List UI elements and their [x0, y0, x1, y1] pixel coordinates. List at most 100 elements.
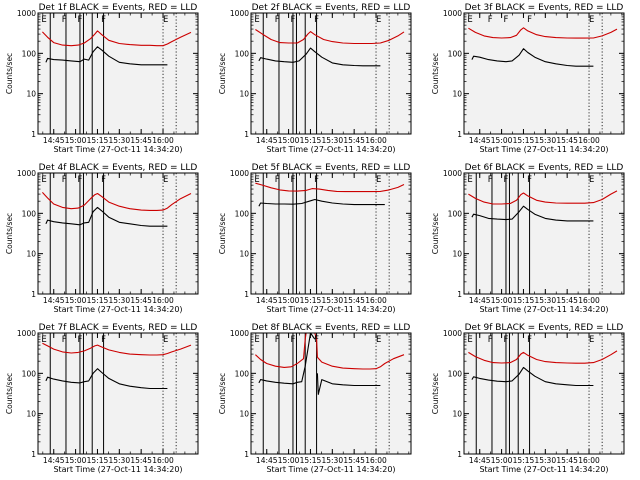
- x-tick-label: 16:00: [152, 456, 174, 465]
- flag-label: E: [254, 15, 259, 25]
- flag-label: E: [589, 15, 594, 25]
- x-axis-label: Start Time (27-Oct-11 14:34:20): [266, 305, 395, 314]
- events-series-line: [471, 48, 594, 67]
- x-tick-label: 14:45: [469, 296, 491, 305]
- events-series-line: [45, 368, 168, 390]
- x-axis-label: Start Time (27-Oct-11 14:34:20): [53, 145, 182, 154]
- flag-label: E: [376, 175, 381, 185]
- x-tick-label: 16:00: [365, 136, 387, 145]
- plot-area: [251, 333, 411, 454]
- y-tick-label: 1000: [17, 9, 36, 18]
- flag-label: E: [163, 175, 168, 185]
- x-tick-label: 15:30: [108, 296, 130, 305]
- flag-label: E: [163, 335, 168, 345]
- events-series-line: [471, 366, 594, 387]
- flag-label: F: [488, 15, 493, 25]
- x-tick-label: 15:15: [300, 296, 322, 305]
- y-tick-label: 10: [239, 90, 249, 99]
- chart-panel: 1 10 100 1000 14:45 15:00 15:15 15:30 15:45 16:00…: [5, 323, 199, 474]
- y-tick-label: 10: [452, 90, 462, 99]
- chart-title: Det 7f BLACK = Events, RED = LLD: [39, 323, 198, 333]
- chart-panel: 1 10 100 1000 14:45 15:00 15:15 15:30 15:45 16:00…: [218, 3, 412, 154]
- y-tick-label: 100: [448, 369, 463, 378]
- x-tick-label: 15:15: [87, 456, 109, 465]
- y-axis-label: Counts/sec: [431, 373, 440, 414]
- chart-panel: 1 10 100 1000 14:45 15:00 15:15 15:30 15:45 16:00…: [218, 163, 412, 314]
- flag-label: E: [254, 175, 259, 185]
- x-tick-label: 15:30: [534, 136, 556, 145]
- x-tick-label: 15:45: [556, 136, 578, 145]
- y-tick-label: 1000: [17, 169, 36, 178]
- x-axis-label: Start Time (27-Oct-11 14:34:20): [53, 305, 182, 314]
- x-tick-label: 15:00: [65, 296, 87, 305]
- flag-label: F: [275, 15, 280, 25]
- lld-series-line: [468, 27, 618, 39]
- x-tick-label: 15:00: [491, 456, 513, 465]
- events-series-line: [258, 332, 381, 395]
- flag-label: F: [62, 15, 67, 25]
- x-tick-label: 15:15: [300, 136, 322, 145]
- events-series-line: [258, 47, 381, 67]
- y-tick-label: 1: [31, 450, 36, 459]
- x-tick-label: 15:15: [87, 296, 109, 305]
- x-tick-label: 15:00: [278, 136, 300, 145]
- x-tick-label: 15:15: [513, 136, 535, 145]
- flag-label: F: [78, 335, 83, 345]
- chart-title: Det 8f BLACK = Events, RED = LLD: [252, 323, 411, 333]
- flag-label: F: [527, 15, 532, 25]
- flag-label: F: [275, 335, 280, 345]
- x-tick-label: 16:00: [365, 456, 387, 465]
- flag-label: E: [376, 335, 381, 345]
- axes-frame: [37, 12, 199, 135]
- flag-label: F: [101, 15, 106, 25]
- y-tick-label: 100: [448, 209, 463, 218]
- y-tick-label: 100: [22, 209, 37, 218]
- y-tick-label: 1000: [230, 329, 249, 338]
- flag-label: E: [589, 175, 594, 185]
- x-tick-label: 16:00: [152, 296, 174, 305]
- y-axis-label: Counts/sec: [5, 53, 14, 94]
- y-tick-label: 10: [26, 410, 36, 419]
- flag-label: F: [291, 15, 296, 25]
- x-tick-label: 14:45: [469, 456, 491, 465]
- y-axis-label: Counts/sec: [218, 373, 227, 414]
- flag-label: E: [254, 335, 259, 345]
- plot-area: [251, 173, 411, 294]
- axes-frame: [250, 172, 412, 295]
- y-tick-label: 1: [244, 290, 249, 299]
- flag-label: F: [314, 335, 319, 345]
- y-tick-label: 100: [22, 49, 37, 58]
- lld-series-line: [42, 342, 192, 356]
- x-tick-label: 15:30: [321, 456, 343, 465]
- y-tick-label: 1: [457, 130, 462, 139]
- x-tick-label: 15:00: [491, 136, 513, 145]
- y-tick-label: 10: [26, 250, 36, 259]
- x-tick-label: 15:00: [491, 296, 513, 305]
- y-tick-label: 10: [239, 410, 249, 419]
- y-axis-label: Counts/sec: [5, 213, 14, 254]
- chart-panel: 1 10 100 1000 14:45 15:00 15:15 15:30 15:45 16:00…: [431, 323, 625, 474]
- axes-frame: [463, 172, 625, 295]
- x-tick-label: 15:00: [278, 456, 300, 465]
- flag-label: E: [589, 335, 594, 345]
- plot-area: [464, 333, 624, 454]
- x-tick-label: 15:30: [108, 136, 130, 145]
- x-tick-label: 14:45: [43, 456, 65, 465]
- x-tick-label: 15:45: [343, 296, 365, 305]
- y-tick-label: 10: [452, 410, 462, 419]
- flag-label: E: [376, 15, 381, 25]
- x-tick-label: 14:45: [256, 296, 278, 305]
- x-tick-label: 14:45: [469, 136, 491, 145]
- flag-label: F: [101, 335, 106, 345]
- x-tick-label: 15:45: [130, 296, 152, 305]
- chart-title: Det 6f BLACK = Events, RED = LLD: [465, 163, 624, 173]
- chart-title: Det 9f BLACK = Events, RED = LLD: [465, 323, 624, 333]
- x-tick-label: 15:00: [65, 136, 87, 145]
- x-tick-label: 16:00: [152, 136, 174, 145]
- flag-label: F: [78, 15, 83, 25]
- y-tick-label: 1000: [17, 329, 36, 338]
- y-tick-label: 1: [31, 130, 36, 139]
- axes-frame: [37, 332, 199, 455]
- flag-label: E: [41, 175, 46, 185]
- plot-area: [38, 173, 198, 294]
